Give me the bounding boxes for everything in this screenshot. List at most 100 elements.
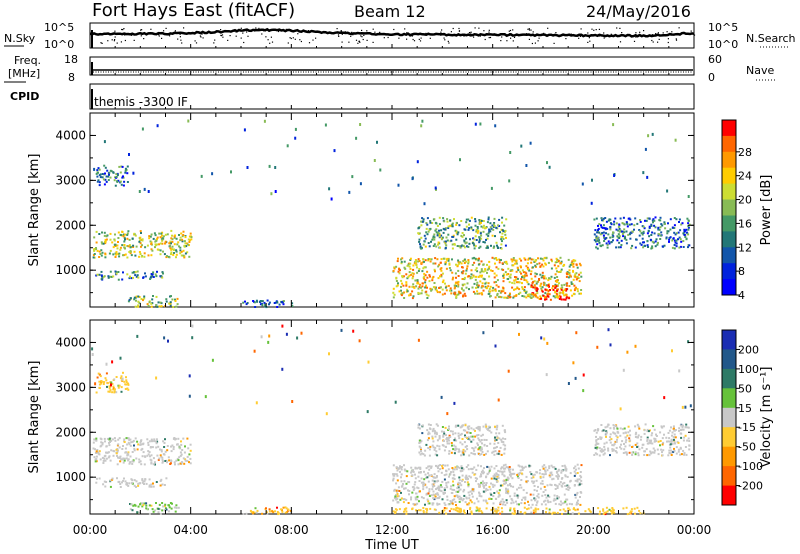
- echo-cell: [183, 256, 186, 259]
- echo-cell: [629, 434, 632, 437]
- nsearch-point: [361, 36, 363, 38]
- echo-cell: [436, 503, 439, 506]
- echo-cell: [451, 477, 454, 480]
- echo-cell: [678, 218, 681, 221]
- echo-cell: [429, 287, 432, 290]
- nsearch-point: [528, 38, 530, 40]
- echo-cell: [548, 465, 551, 468]
- echo-cell: [471, 447, 474, 449]
- echo-cell: [672, 237, 675, 240]
- echo-cell: [128, 482, 131, 485]
- echo-cell: [544, 292, 547, 295]
- echo-cell: [648, 439, 651, 442]
- echo-cell: [173, 252, 175, 254]
- echo-cell: [138, 296, 141, 298]
- echo-cell: [663, 222, 666, 225]
- nsearch-point: [123, 28, 125, 30]
- echo-cell: [482, 499, 485, 502]
- nsearch-point: [122, 29, 124, 31]
- echo-cell: [186, 251, 189, 254]
- echo-cell: [507, 267, 510, 270]
- echo-cell: [399, 470, 401, 473]
- echo-cell: [156, 124, 159, 128]
- echo-cell: [465, 260, 468, 263]
- echo-cell: [150, 483, 153, 486]
- echo-cell: [614, 450, 617, 453]
- echo-cell: [556, 279, 559, 282]
- echo-cell: [148, 440, 151, 443]
- echo-cell: [93, 253, 96, 255]
- echo-cell: [183, 240, 186, 243]
- echo-cell: [439, 464, 442, 466]
- nsearch-point: [113, 40, 115, 42]
- nsearch-point: [512, 29, 514, 31]
- echo-cell: [445, 258, 448, 261]
- echo-cell: [425, 443, 428, 446]
- echo-cell: [395, 473, 398, 476]
- echo-cell: [460, 470, 462, 473]
- echo-cell: [646, 430, 649, 433]
- echo-cell: [276, 306, 279, 308]
- echo-cell: [184, 236, 187, 239]
- echo-cell: [426, 276, 429, 279]
- echo-cell: [440, 258, 443, 261]
- echo-cell: [542, 265, 545, 268]
- echo-cell: [252, 511, 255, 513]
- echo-cell: [467, 262, 470, 265]
- echo-cell: [513, 508, 515, 511]
- echo-cell: [171, 298, 174, 301]
- echo-cell: [466, 478, 469, 481]
- echo-cell: [535, 259, 538, 261]
- echo-cell: [392, 464, 395, 467]
- echo-cell: [121, 278, 124, 281]
- echo-cell: [469, 490, 472, 493]
- echo-cell: [451, 258, 453, 261]
- nsky-label: N.Sky: [4, 32, 36, 45]
- echo-cell: [449, 287, 452, 290]
- echo-cell: [470, 269, 473, 272]
- echo-cell: [95, 452, 98, 454]
- echo-cell: [469, 275, 472, 278]
- echo-cell: [429, 275, 431, 278]
- nsearch-point: [355, 33, 357, 35]
- echo-cell: [179, 236, 182, 239]
- echo-cell: [430, 240, 432, 243]
- nsearch-point: [348, 41, 350, 43]
- echo-cell: [473, 502, 476, 505]
- echo-cell: [560, 268, 563, 271]
- nsearch-point: [338, 35, 340, 37]
- echo-cell: [413, 483, 416, 486]
- echo-cell: [530, 270, 533, 273]
- echo-cell: [256, 300, 259, 303]
- echo-cell: [560, 284, 563, 287]
- echo-cell: [400, 497, 403, 500]
- echo-cell: [486, 263, 488, 266]
- echo-cell: [438, 435, 441, 437]
- echo-cell: [603, 511, 606, 514]
- echo-cell: [512, 296, 515, 299]
- echo-cell: [113, 378, 116, 381]
- echo-cell: [643, 244, 646, 247]
- echo-cell: [155, 442, 158, 445]
- echo-cell: [544, 466, 547, 469]
- echo-cell: [497, 398, 500, 402]
- echo-cell: [96, 376, 99, 379]
- echo-cell: [651, 132, 654, 136]
- nsearch-point: [493, 33, 495, 35]
- echo-cell: [145, 502, 148, 505]
- echo-cell: [534, 264, 537, 267]
- echo-cell: [573, 289, 576, 292]
- echo-cell: [513, 492, 516, 495]
- echo-cell: [478, 485, 481, 488]
- echo-cell: [392, 296, 395, 299]
- echo-cell: [640, 232, 643, 235]
- echo-cell: [613, 174, 616, 177]
- echo-cell: [519, 291, 522, 294]
- echo-cell: [418, 439, 421, 442]
- echo-cell: [480, 268, 483, 271]
- echo-cell: [561, 477, 564, 479]
- echo-cell: [493, 477, 496, 480]
- x-tick-label: 12:00: [375, 523, 410, 537]
- nsearch-point: [543, 32, 545, 34]
- echo-cell: [566, 282, 569, 285]
